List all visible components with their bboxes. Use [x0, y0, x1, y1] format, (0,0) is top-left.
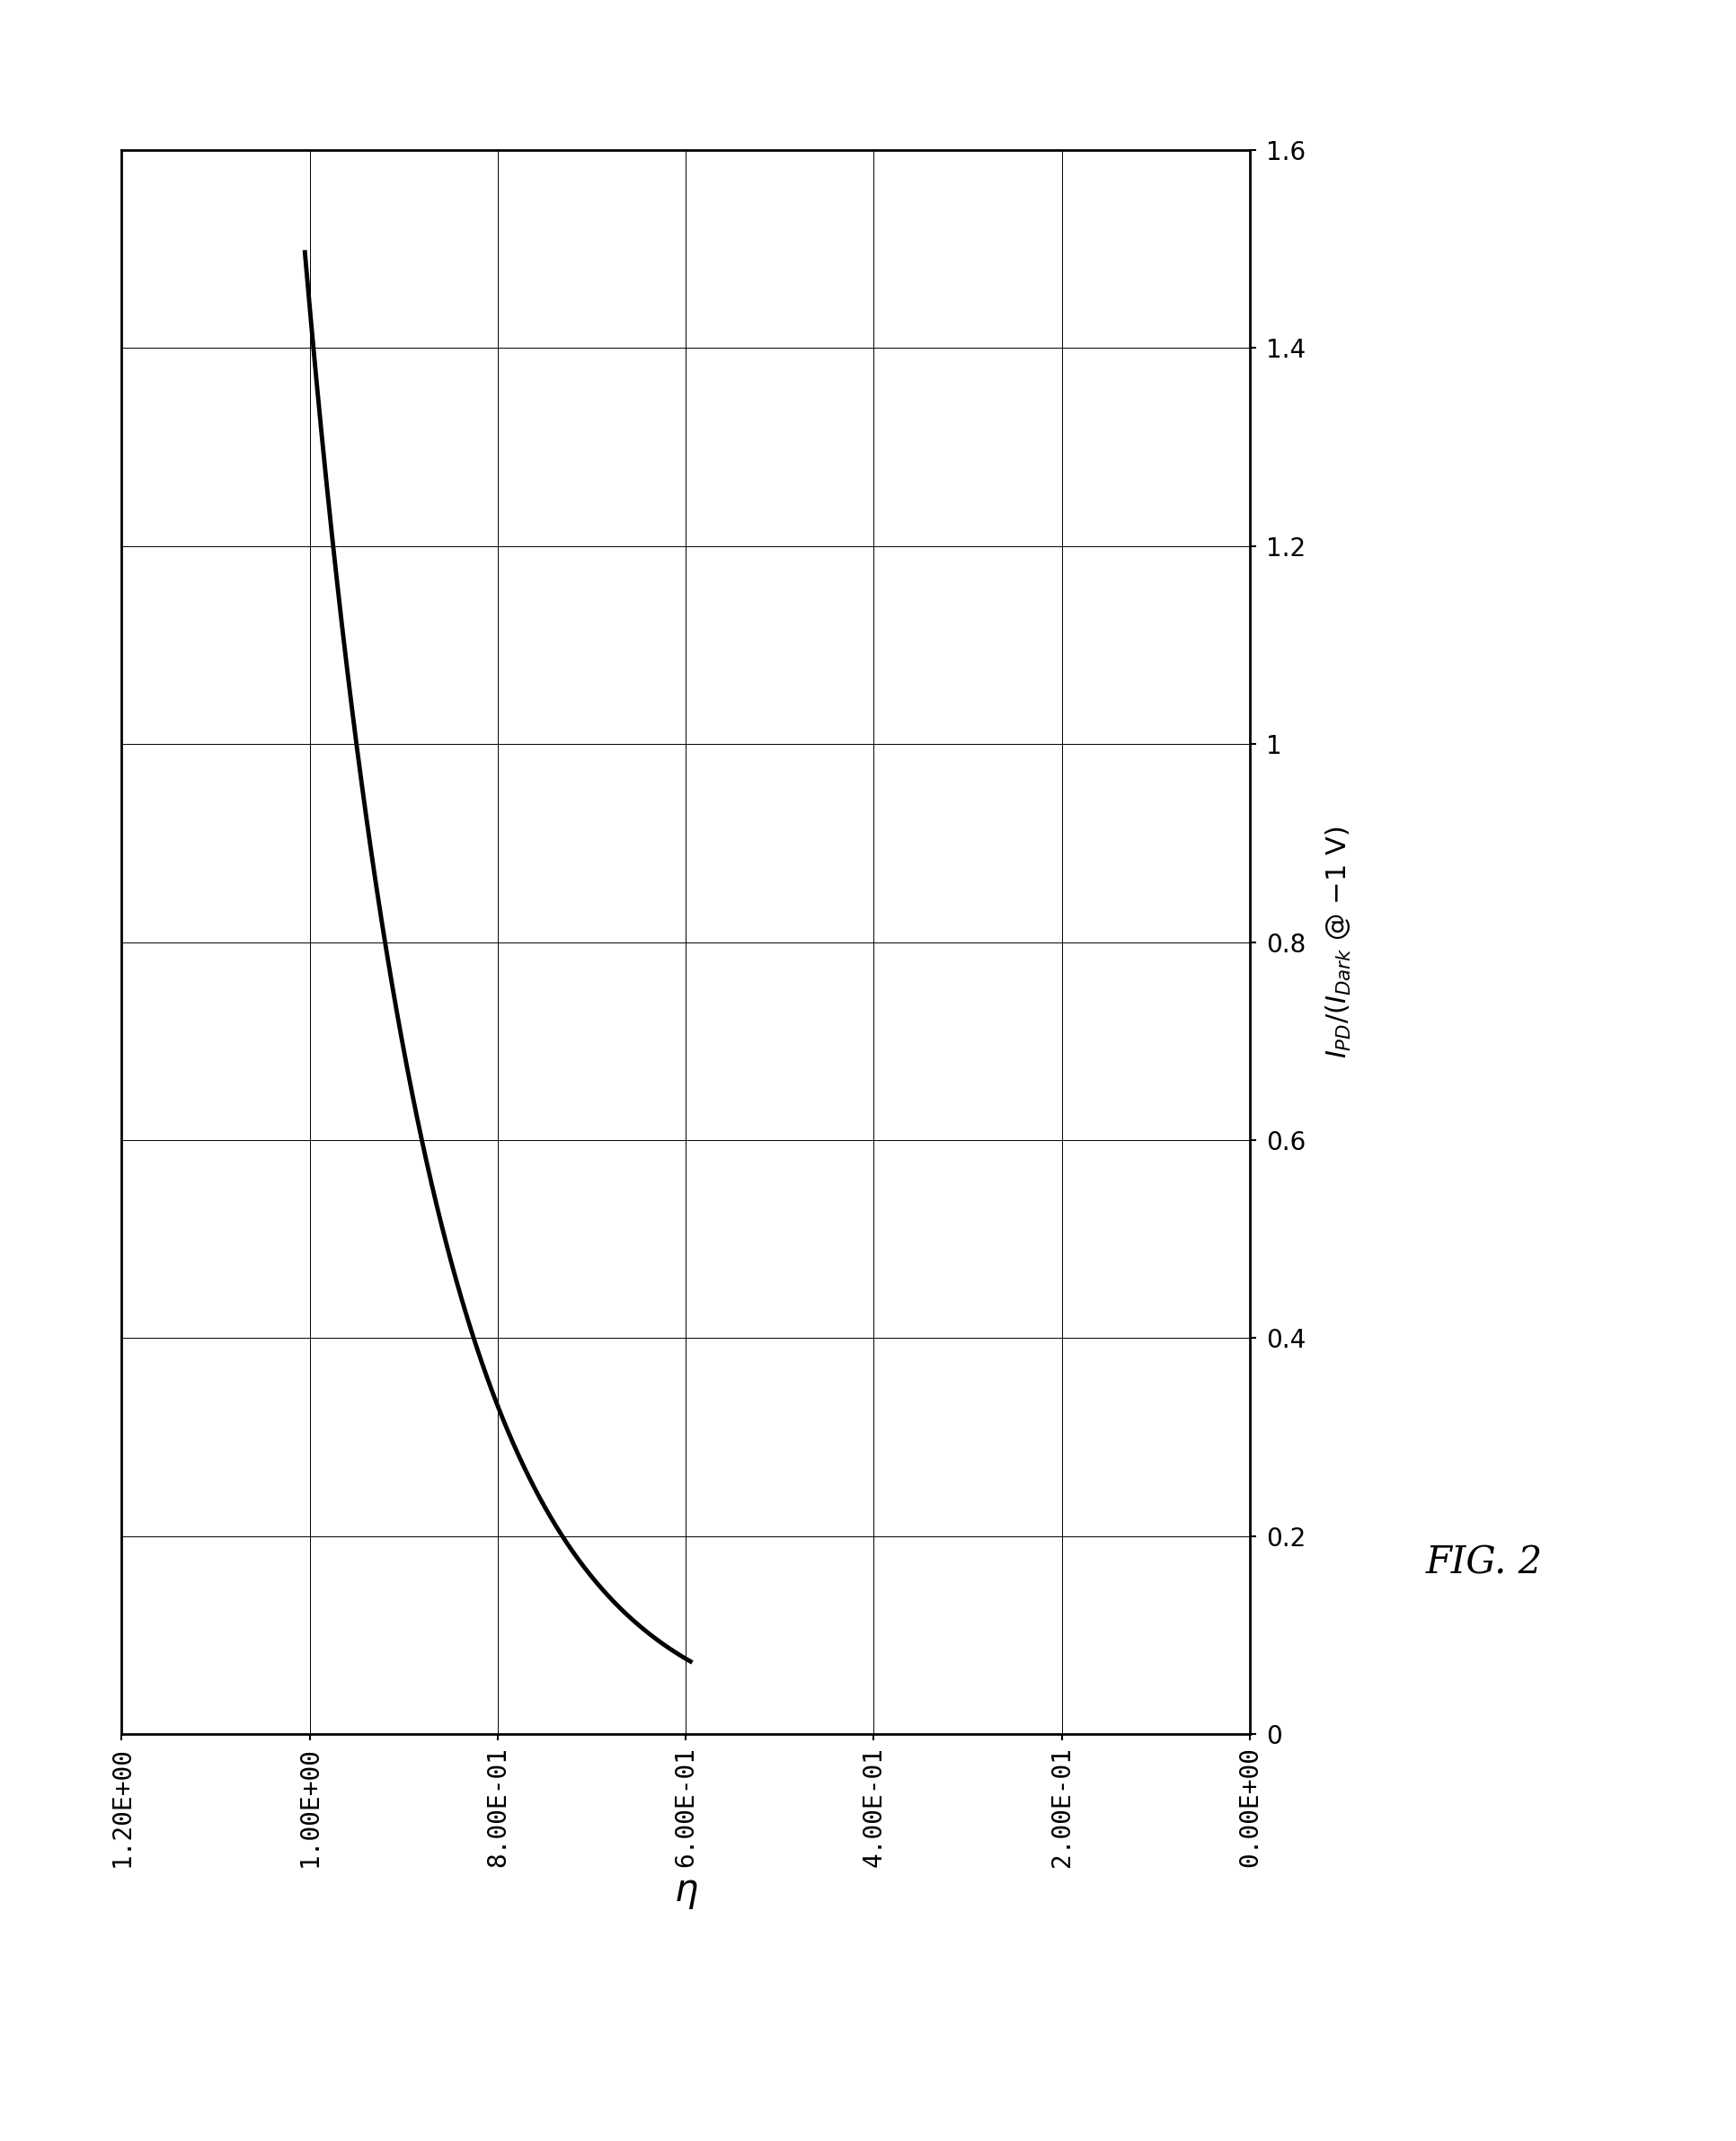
Text: FIG. 2: FIG. 2 — [1425, 1544, 1543, 1582]
Y-axis label: $I_{PD}/(I_{Dark}$ @ $-1$ V$)$: $I_{PD}/(I_{Dark}$ @ $-1$ V$)$ — [1325, 826, 1354, 1058]
X-axis label: $\eta$: $\eta$ — [674, 1873, 698, 1912]
